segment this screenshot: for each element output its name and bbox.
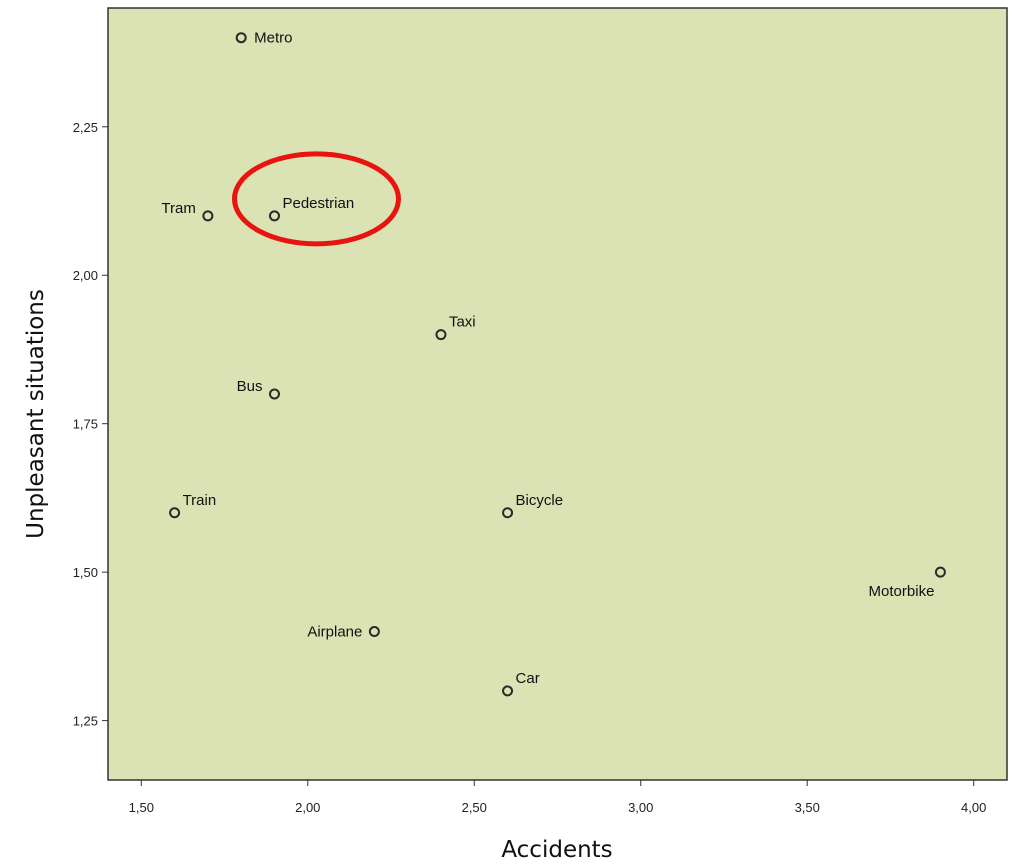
label-pedestrian: Pedestrian bbox=[282, 195, 354, 212]
x-axis: 1,50 2,00 2,50 3,00 3,50 4,00 bbox=[129, 780, 986, 815]
y-axis-title: Unpleasant situations bbox=[23, 289, 49, 539]
x-tick-label: 3,00 bbox=[628, 800, 653, 815]
x-tick-label: 4,00 bbox=[961, 800, 986, 815]
point-tram bbox=[202, 210, 214, 222]
point-labels: Metro Tram Pedestrian Taxi Bus Train Bicycle Mo… bbox=[161, 30, 934, 687]
label-airplane: Airplane bbox=[307, 624, 362, 641]
y-axis: 1,25 1,50 1,75 2,00 2,25 bbox=[73, 120, 108, 729]
point-pedestrian bbox=[268, 210, 280, 222]
point-bus bbox=[268, 388, 280, 400]
y-tick-label: 1,75 bbox=[73, 417, 98, 432]
label-bicycle: Bicycle bbox=[516, 492, 564, 509]
label-metro: Metro bbox=[254, 30, 292, 47]
x-tick-label: 1,50 bbox=[129, 800, 154, 815]
y-tick-label: 1,25 bbox=[73, 714, 98, 729]
y-tick-label: 2,00 bbox=[73, 268, 98, 283]
x-tick-label: 2,50 bbox=[462, 800, 487, 815]
point-motorbike bbox=[934, 566, 946, 578]
point-bicycle bbox=[502, 507, 514, 519]
data-points bbox=[169, 32, 946, 697]
label-car: Car bbox=[516, 670, 540, 687]
point-airplane bbox=[368, 626, 380, 638]
point-metro bbox=[235, 32, 247, 44]
x-tick-label: 3,50 bbox=[795, 800, 820, 815]
plot-area bbox=[107, 7, 1008, 781]
highlight-ellipse bbox=[231, 151, 401, 247]
point-car bbox=[502, 685, 514, 697]
label-bus: Bus bbox=[237, 378, 263, 395]
label-train: Train bbox=[183, 492, 217, 509]
y-tick-label: 1,50 bbox=[73, 565, 98, 580]
label-motorbike: Motorbike bbox=[869, 583, 935, 600]
y-tick-label: 2,25 bbox=[73, 120, 98, 135]
label-tram: Tram bbox=[161, 200, 195, 217]
point-taxi bbox=[435, 329, 447, 341]
label-taxi: Taxi bbox=[449, 314, 476, 331]
x-tick-label: 2,00 bbox=[295, 800, 320, 815]
point-train bbox=[169, 507, 181, 519]
x-axis-title: Accidents bbox=[501, 837, 612, 863]
